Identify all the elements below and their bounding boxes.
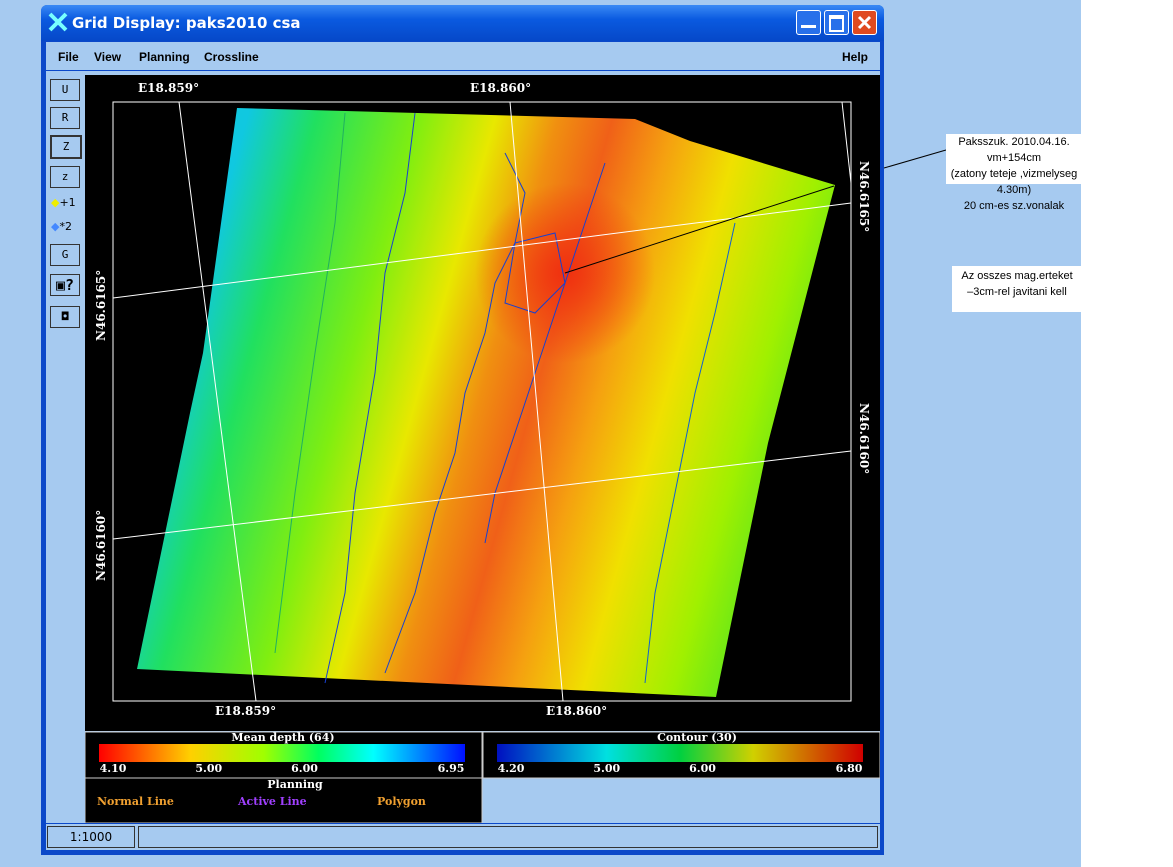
menu-item[interactable]: File	[58, 50, 79, 64]
legend-title: Contour (30)	[657, 731, 737, 744]
menu-item[interactable]: View	[94, 50, 122, 64]
status-bar	[46, 824, 880, 850]
tool-button[interactable]: ◘	[50, 306, 80, 328]
tool-radio[interactable]: ◆*2	[51, 220, 72, 233]
annotation-leader	[564, 185, 835, 274]
tool-radio[interactable]: ◆+1	[51, 196, 76, 209]
maximize-button[interactable]	[824, 10, 849, 35]
menu-item[interactable]: Crossline	[204, 50, 259, 64]
colorbar-tick-label: 6.00	[689, 762, 716, 775]
colorbar	[99, 744, 465, 762]
planning-title: Planning	[267, 778, 323, 791]
tool-button[interactable]: G	[50, 244, 80, 266]
annotation-line: Az osszes mag.erteket	[961, 270, 1073, 282]
window-title: Grid Display: paks2010 csa	[72, 14, 301, 32]
colorbar-tick-label: 6.00	[291, 762, 318, 775]
axis-label: N46.6165°	[94, 270, 108, 341]
axis-label: N46.6160°	[857, 403, 871, 474]
annotation-line: (zatony teteje ,vizmelyseg 4.30m)	[950, 168, 1078, 196]
axis-label: E18.860°	[470, 81, 531, 95]
toolbar	[47, 73, 84, 823]
tool-button[interactable]: z	[50, 166, 80, 188]
depth-shoal	[137, 108, 835, 697]
colorbar-tick-label: 4.20	[498, 762, 525, 775]
annotation-line: Paksszuk. 2010.04.16. vm+154cm	[958, 136, 1070, 164]
menu-item[interactable]: Planning	[139, 50, 190, 64]
app-icon	[48, 12, 68, 32]
annotation: Az osszes mag.erteket –3cm-rel javitani …	[952, 266, 1082, 312]
colorbar-tick-label: 5.00	[195, 762, 222, 775]
callout-line	[883, 149, 947, 169]
colorbar	[497, 744, 863, 762]
graticule	[112, 101, 852, 702]
colorbar-tick-label: 6.95	[438, 762, 465, 775]
colorbar-tick-label: 6.80	[836, 762, 863, 775]
planning-item[interactable]: Polygon	[377, 795, 426, 808]
tool-button[interactable]: Z	[50, 135, 82, 159]
colorbar-tick-label: 5.00	[593, 762, 620, 775]
tool-button[interactable]: R	[50, 107, 80, 129]
planning-item[interactable]: Normal Line	[97, 795, 174, 808]
axis-label: N46.6160°	[94, 510, 108, 581]
title-bar	[41, 5, 884, 41]
axis-label: E18.860°	[546, 704, 607, 718]
scale-field: 1:1000	[47, 826, 135, 848]
axis-label: E18.859°	[215, 704, 276, 718]
axis-label: N46.6165°	[857, 161, 871, 232]
message-field	[138, 826, 878, 848]
axis-label: E18.859°	[138, 81, 199, 95]
planning-item[interactable]: Active Line	[237, 795, 307, 808]
legend-title: Mean depth (64)	[231, 731, 334, 744]
minimize-button[interactable]	[796, 10, 821, 35]
menu-item[interactable]: Help	[842, 50, 869, 64]
colorbar-tick-label: 4.10	[100, 762, 127, 775]
annotation-line: 20 cm-es sz.vonalak	[963, 200, 1065, 212]
planning-panel	[85, 777, 483, 823]
menu-bar	[46, 42, 880, 70]
tool-button[interactable]: U	[50, 79, 80, 101]
close-button[interactable]	[852, 10, 877, 35]
display: E18.859° E18.860° E18.859° E18.860° N46.…	[85, 75, 880, 823]
tool-label: +1	[59, 196, 76, 209]
annotation: Paksszuk. 2010.04.16. vm+154cm (zatony t…	[946, 134, 1082, 212]
tool-button[interactable]: ▣?	[50, 274, 80, 296]
annotation-line: –3cm-rel javitani kell	[967, 286, 1067, 298]
tool-label: *2	[59, 220, 72, 233]
